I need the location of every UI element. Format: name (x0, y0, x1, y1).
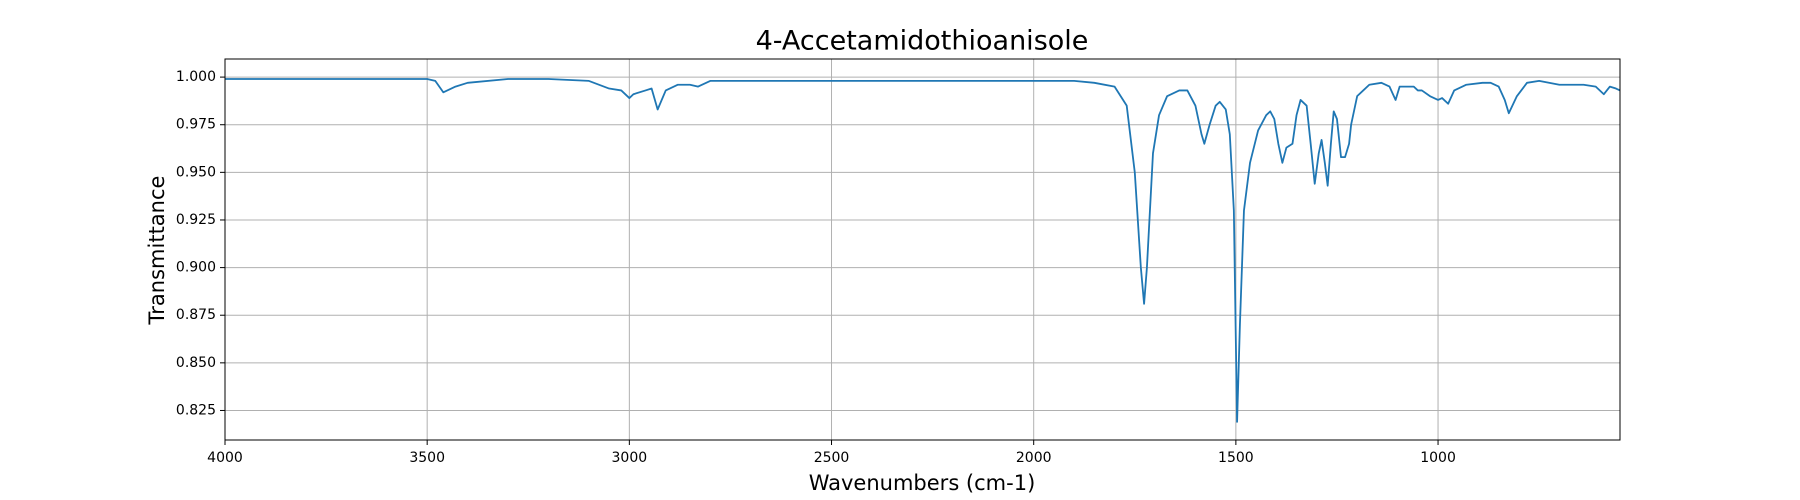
x-tick-label: 3500 (409, 450, 445, 466)
plot-frame (224, 58, 1621, 441)
spectrum-line (225, 78, 1621, 423)
y-tick-label: 0.950 (176, 164, 216, 180)
x-tick-label: 2000 (1016, 450, 1052, 466)
y-tick-label: 0.975 (176, 117, 216, 133)
axes: 4000 3500 3000 2500 2000 1500 1000 0.825 0.850 0.… (176, 58, 1621, 466)
y-tick-label: 0.825 (176, 402, 216, 418)
y-tick-label: 0.850 (176, 355, 216, 371)
plot (225, 78, 1621, 423)
x-tick-label: 1000 (1420, 450, 1456, 466)
x-tick-label: 3000 (612, 450, 648, 466)
grid (224, 59, 1620, 440)
x-axis-label: Wavenumbers (cm-1) (809, 471, 1036, 495)
chart-title: 4-Accetamidothioanisole (756, 26, 1089, 57)
y-tick-label: 0.875 (176, 307, 216, 323)
y-tick-label: 1.000 (176, 69, 216, 85)
x-tick-label: 4000 (207, 450, 243, 466)
y-tick-label: 0.925 (176, 212, 216, 228)
x-tick-label: 2500 (814, 450, 850, 466)
y-axis-label: Transmittance (145, 176, 169, 326)
y-tick-label: 0.900 (176, 260, 216, 276)
x-tick-label: 1500 (1218, 450, 1254, 466)
